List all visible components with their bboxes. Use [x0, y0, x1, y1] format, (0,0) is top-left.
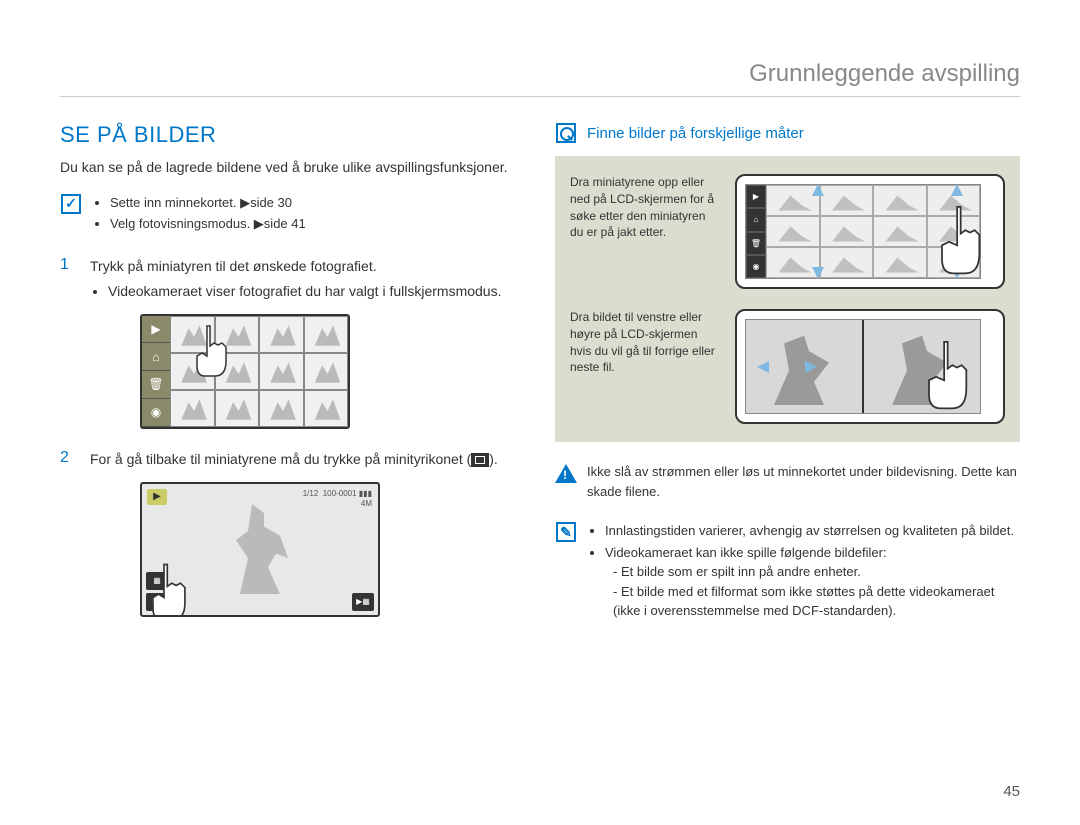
page-number: 45: [1003, 783, 1020, 800]
right-column: Finne bilder på forskjellige måter Dra m…: [555, 122, 1020, 643]
info-sub-item: - Et bilde som er spilt inn på andre enh…: [605, 562, 1020, 582]
info-sub-item: - Et bilde med et filformat som ikke stø…: [605, 582, 1020, 621]
touch-hand-icon: [142, 559, 197, 617]
left-column: SE PÅ BILDER Du kan se på de lagrede bil…: [60, 122, 525, 643]
prereq-item: Velg fotovisningsmodus. ▶side 41: [110, 214, 306, 234]
info-bullet: Innlastingstiden varierer, avhengig av s…: [605, 521, 1020, 541]
camera-icon: ◉: [142, 399, 170, 427]
touch-hand-icon: [928, 201, 998, 286]
image-counter: 1/12: [303, 489, 319, 498]
warning-note: Ikke slå av strømmen eller løs ut minnek…: [555, 462, 1020, 501]
slideshow-icon: ▶▦: [352, 593, 374, 611]
resolution-label: 4M: [361, 499, 372, 508]
step-text: Trykk på miniatyren til det ønskede foto…: [90, 258, 377, 274]
tip-panel: Dra miniatyrene opp eller ned på LCD-skj…: [555, 156, 1020, 442]
info-note: ✎ Innlastingstiden varierer, avhengig av…: [555, 521, 1020, 623]
device-scroll-vertical-illustration: ▶ ⌂ 🗑 ◉: [735, 174, 1005, 289]
device-swipe-horizontal-illustration: [735, 309, 1005, 424]
warning-text: Ikke slå av strømmen eller løs ut minnek…: [587, 462, 1020, 501]
play-indicator-icon: ▶: [147, 489, 167, 505]
touch-hand-icon: [187, 321, 237, 381]
battery-icon: ▮▮▮: [359, 489, 372, 498]
swipe-right-arrow-icon: [805, 361, 817, 373]
playback-mode-icon: ▶: [142, 316, 170, 344]
magnify-icon: [555, 122, 577, 144]
step-2: 2 For å gå tilbake til miniatyrene må du…: [60, 449, 525, 470]
filename-label: 100-0001: [323, 489, 357, 498]
prereq-item: Sette inn minnekortet. ▶side 30: [110, 193, 306, 213]
warning-icon: [555, 462, 577, 484]
step-text-prefix: For å gå tilbake til miniatyrene må du t…: [90, 451, 471, 467]
info-bullet: Videokameraet kan ikke spille følgende b…: [605, 543, 1020, 621]
camera-icon: ◉: [746, 255, 766, 278]
tip-text: Dra miniatyrene opp eller ned på LCD-skj…: [570, 174, 720, 241]
check-icon: ✓: [60, 193, 82, 215]
step-1: 1 Trykk på miniatyren til det ønskede fo…: [60, 256, 525, 302]
step-bullet: Videokameraet viser fotografiet du har v…: [108, 281, 525, 302]
intro-text: Du kan se på de lagrede bildene ved å br…: [60, 158, 525, 178]
info-icon: ✎: [555, 521, 577, 543]
chapter-title: Grunnleggende avspilling: [60, 60, 1020, 97]
tip-text: Dra bildet til venstre eller høyre på LC…: [570, 309, 720, 376]
home-icon: ⌂: [746, 208, 766, 231]
scroll-up-arrow-icon: [812, 184, 824, 196]
delete-icon: 🗑: [142, 371, 170, 399]
home-icon: ⌂: [142, 343, 170, 371]
step-number: 2: [60, 449, 75, 470]
section-title: SE PÅ BILDER: [60, 122, 525, 148]
prerequisites-note: ✓ Sette inn minnekortet. ▶side 30 Velg f…: [60, 193, 525, 236]
step-text-suffix: ).: [489, 451, 498, 467]
delete-icon: 🗑: [746, 232, 766, 255]
thumbnail-grid-illustration: ▶ ⌂ 🗑 ◉: [140, 314, 350, 429]
fullscreen-photo-illustration: ▶ 1/12 100-0001 ▮▮▮ 4M ▦ MENU ▶▦: [140, 482, 380, 617]
scroll-down-arrow-icon: [812, 267, 824, 279]
scroll-up-arrow-icon: [951, 184, 963, 196]
swipe-left-arrow-icon: [757, 361, 769, 373]
playback-mode-icon: ▶: [746, 185, 766, 208]
touch-hand-icon: [915, 336, 985, 421]
step-number: 1: [60, 256, 75, 302]
thumbnail-icon: [471, 453, 489, 467]
tip-title: Finne bilder på forskjellige måter: [587, 125, 804, 142]
